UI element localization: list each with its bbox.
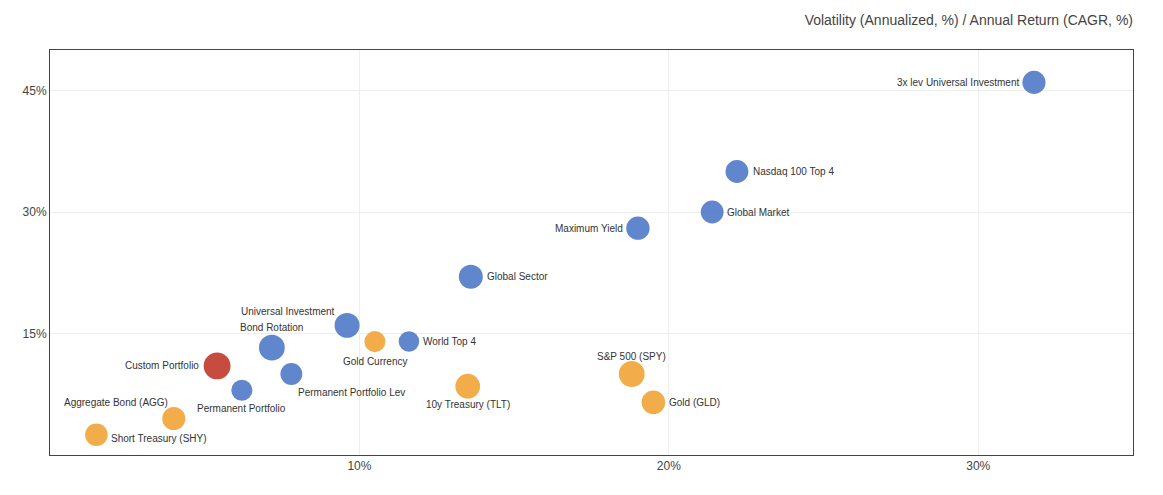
svg-text:Global Market: Global Market bbox=[727, 207, 789, 218]
svg-text:Custom Portfolio: Custom Portfolio bbox=[125, 360, 199, 371]
svg-text:S&P 500 (SPY): S&P 500 (SPY) bbox=[597, 351, 666, 362]
svg-text:15%: 15% bbox=[23, 327, 47, 341]
svg-text:10%: 10% bbox=[347, 459, 371, 473]
svg-text:Maximum Yield: Maximum Yield bbox=[555, 223, 623, 234]
svg-text:Permanent Portfolio Lev: Permanent Portfolio Lev bbox=[298, 387, 405, 398]
svg-text:World Top 4: World Top 4 bbox=[423, 336, 476, 347]
svg-text:Gold Currency: Gold Currency bbox=[343, 356, 407, 367]
svg-text:30%: 30% bbox=[966, 459, 990, 473]
svg-text:Permanent Portfolio: Permanent Portfolio bbox=[197, 403, 286, 414]
svg-text:Aggregate Bond (AGG): Aggregate Bond (AGG) bbox=[64, 397, 168, 408]
svg-text:Short Treasury (SHY): Short Treasury (SHY) bbox=[111, 433, 207, 444]
svg-text:45%: 45% bbox=[23, 84, 47, 98]
svg-text:Nasdaq 100 Top 4: Nasdaq 100 Top 4 bbox=[753, 166, 834, 177]
svg-text:Gold (GLD): Gold (GLD) bbox=[669, 397, 720, 408]
svg-text:3x lev Universal Investment: 3x lev Universal Investment bbox=[897, 77, 1019, 88]
svg-text:Global Sector: Global Sector bbox=[487, 271, 548, 282]
svg-text:Bond Rotation: Bond Rotation bbox=[240, 322, 303, 333]
svg-text:Volatility (Annualized, %) / A: Volatility (Annualized, %) / Annual Retu… bbox=[805, 12, 1133, 28]
svg-text:20%: 20% bbox=[657, 459, 681, 473]
svg-text:Universal Investment: Universal Investment bbox=[241, 306, 335, 317]
svg-text:10y Treasury (TLT): 10y Treasury (TLT) bbox=[426, 399, 510, 410]
svg-text:30%: 30% bbox=[23, 205, 47, 219]
